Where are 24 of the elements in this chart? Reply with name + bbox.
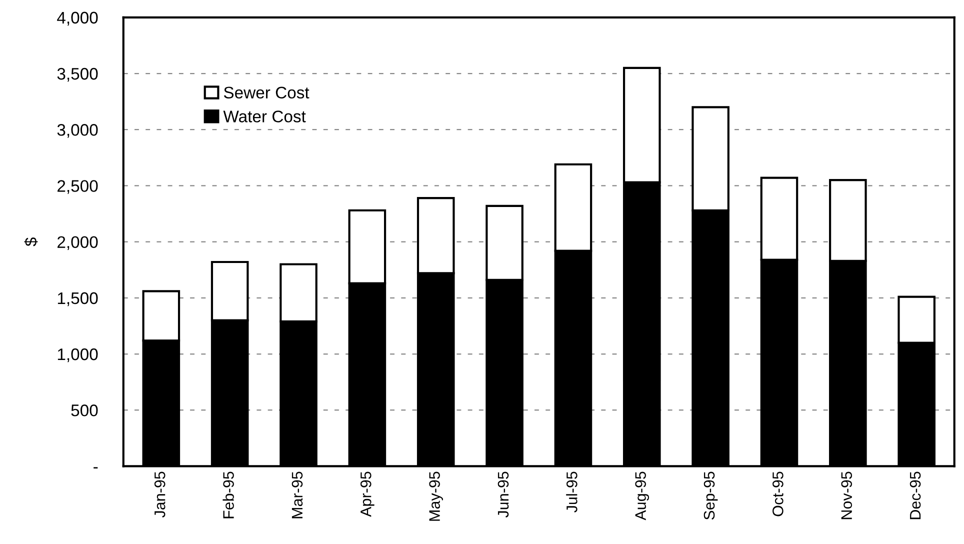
x-tick-label: Dec-95 (910, 472, 921, 520)
x-tick-label: Mar-95 (292, 472, 303, 518)
y-tick-label: 3,500 (57, 68, 98, 82)
y-tick-label: 2,500 (58, 180, 98, 194)
y-tick-label: 1,500 (58, 292, 98, 306)
y-tick-label: 2,000 (58, 236, 98, 250)
x-tick-label: Jul-95 (566, 472, 578, 512)
x-tick-label: Apr-95 (360, 472, 374, 517)
x-tick-label: Oct-95 (772, 472, 784, 516)
x-tick-label: Nov-95 (841, 472, 852, 520)
x-tick-label: Jun-95 (498, 472, 509, 518)
y-tick-label: 500 (71, 404, 98, 416)
x-tick-label: May-95 (429, 472, 443, 521)
legend-label: Sewer Cost (224, 86, 310, 99)
y-axis-title: $ (24, 237, 38, 246)
x-tick-label: Feb-95 (222, 472, 234, 518)
y-tick-label: 1,000 (58, 348, 98, 362)
x-tick-label: Aug-95 (635, 472, 650, 520)
x-tick-label: Jan-95 (154, 472, 166, 518)
y-tick-label: 3,000 (57, 124, 98, 138)
x-tick-label: Sep-95 (704, 472, 718, 520)
y-tick-label: - (94, 467, 98, 468)
legend-label: Water Cost (223, 110, 306, 122)
y-tick-label: 4,000 (57, 12, 98, 26)
